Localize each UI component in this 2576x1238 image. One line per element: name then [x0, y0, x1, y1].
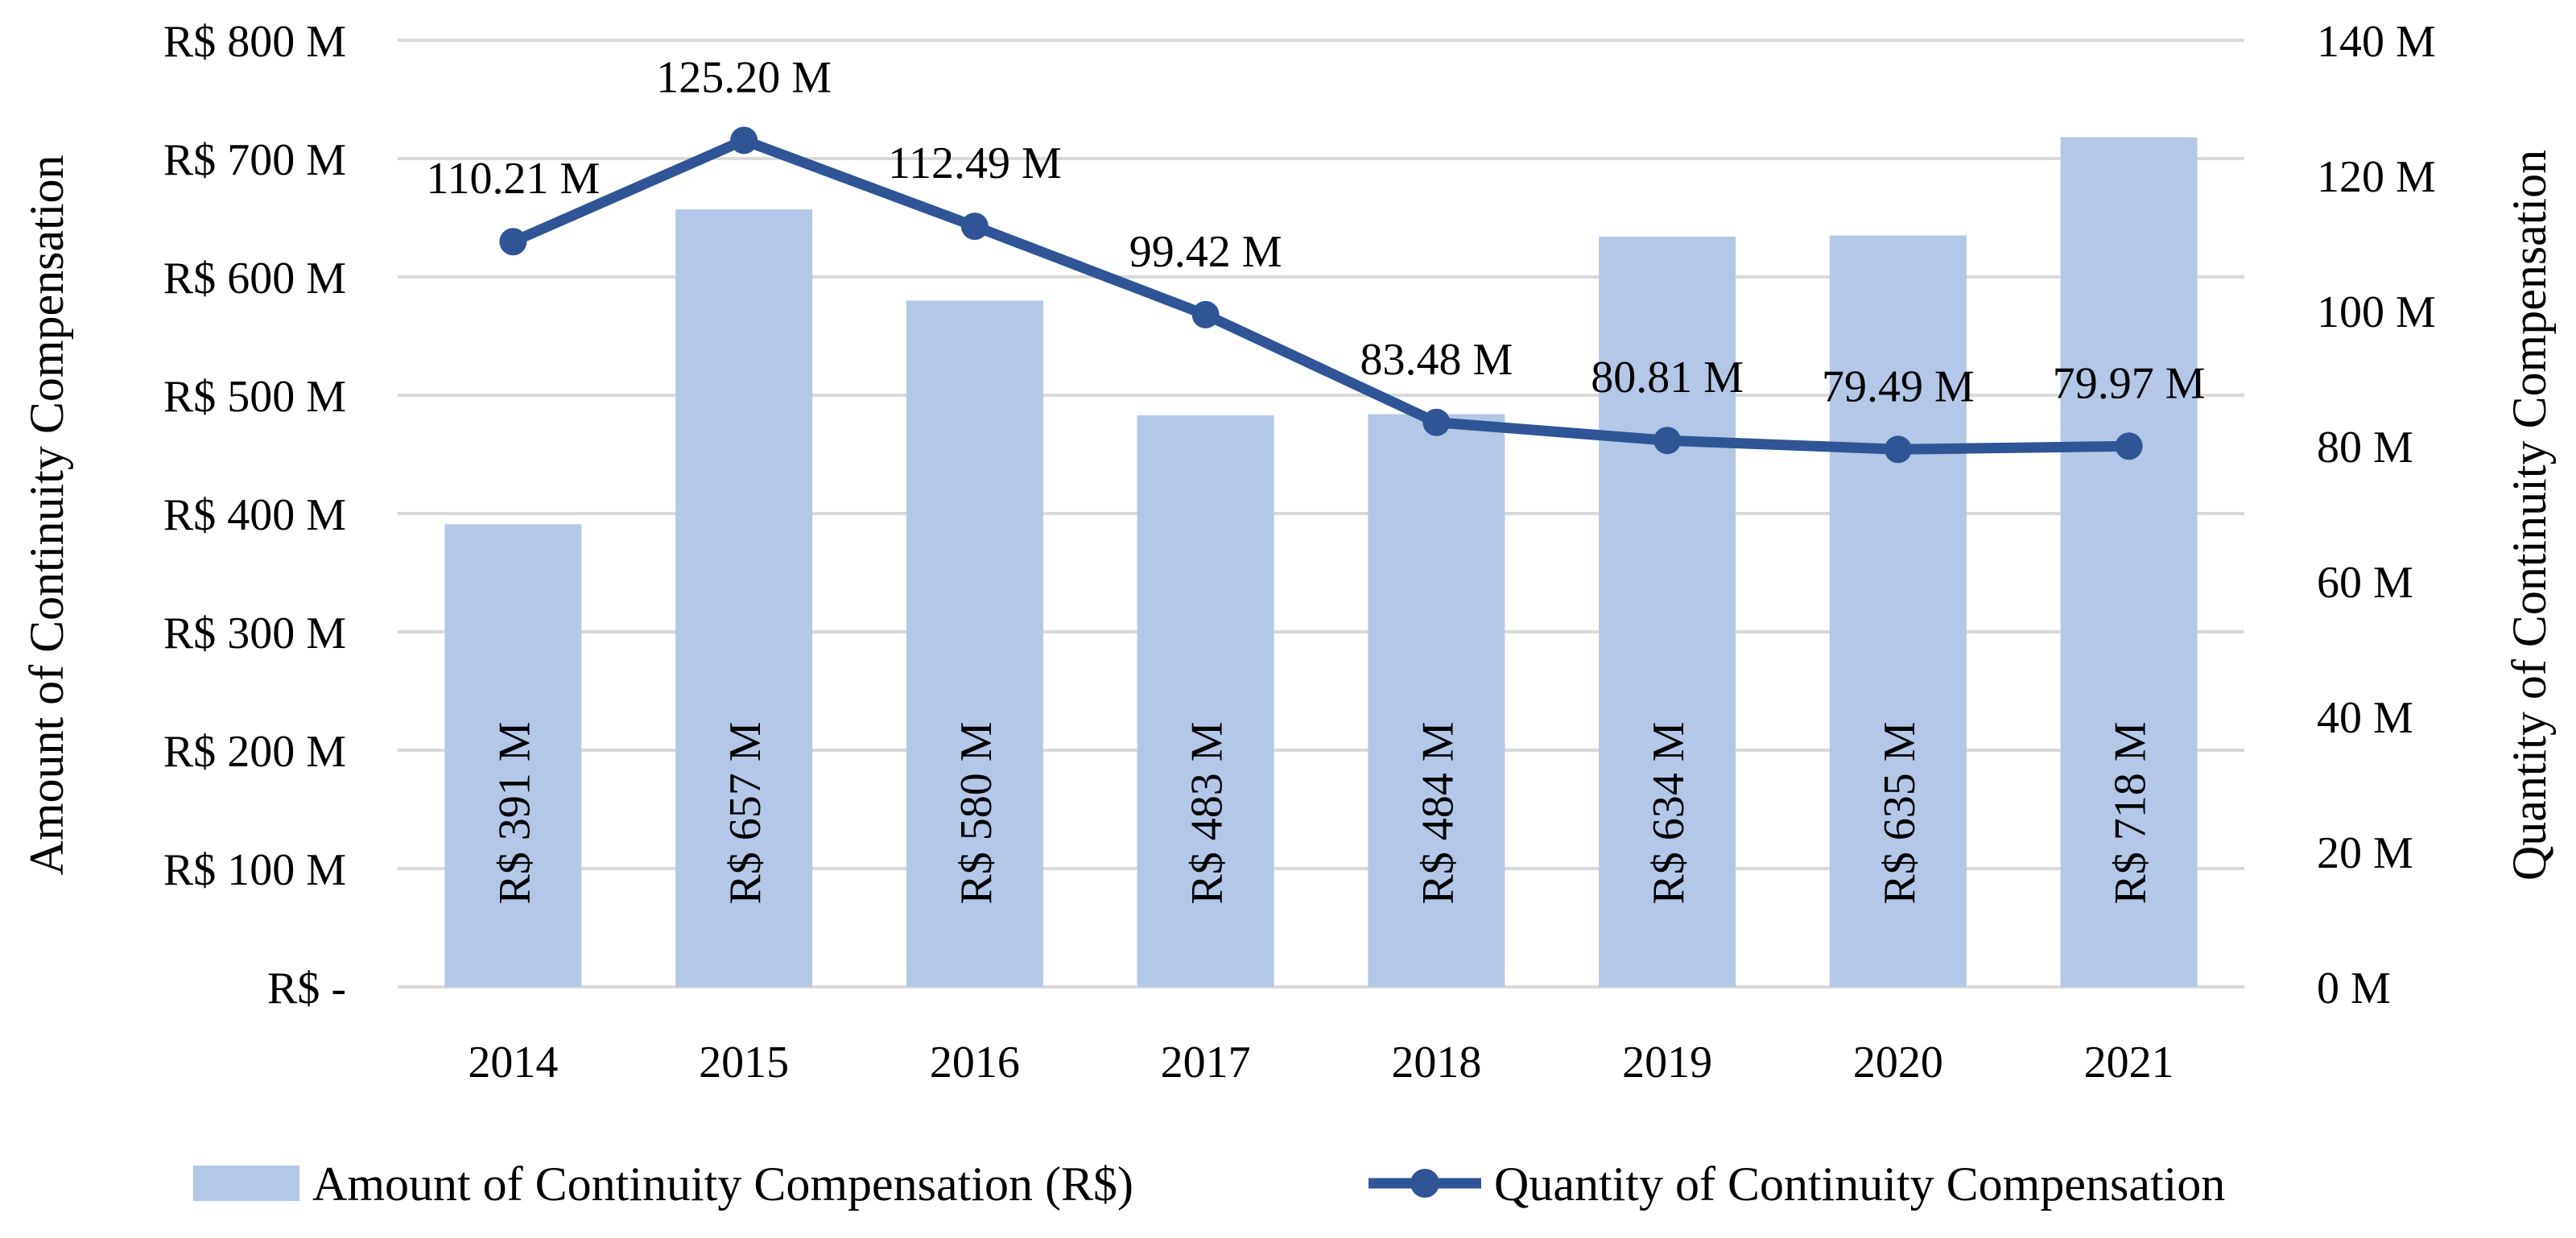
legend-line-label: Quantity of Continuity Compensation: [1494, 1158, 2225, 1211]
x-tick-label: 2017: [1161, 1038, 1251, 1087]
line-data-label: 125.20 M: [656, 52, 832, 102]
bar: [906, 300, 1043, 987]
bar-data-label: R$ 718 M: [2106, 721, 2156, 904]
bar: [1137, 415, 1274, 987]
right-y-axis: 0 M 20 M 40 M 60 M 80 M 100 M 120 M 140 M: [2317, 17, 2436, 1013]
right-tick-label: 80 M: [2317, 423, 2413, 473]
bar-data-label: R$ 483 M: [1183, 721, 1232, 904]
line-data-labels: 110.21 M 125.20 M 112.49 M 99.42 M 83.48 M 80…: [427, 52, 2206, 411]
x-tick-label: 2020: [1853, 1038, 1943, 1087]
x-axis: 2014 2015 2016 2017 2018 2019 2020 2021: [468, 1038, 2174, 1087]
right-tick-label: 0 M: [2317, 964, 2391, 1013]
bar-data-label: R$ 484 M: [1413, 721, 1463, 904]
line-data-label: 112.49 M: [888, 138, 1062, 188]
x-tick-label: 2021: [2084, 1038, 2174, 1087]
left-tick-label: R$ 600 M: [163, 254, 346, 303]
left-y-axis: R$ - R$ 100 M R$ 200 M R$ 300 M R$ 400 M R$ 5…: [163, 17, 346, 1013]
line-point: [2115, 432, 2143, 460]
x-tick-label: 2016: [930, 1038, 1020, 1087]
bar: [444, 524, 582, 987]
bar-data-label: R$ 580 M: [952, 721, 1001, 904]
line-point: [960, 213, 989, 241]
left-tick-label: R$ 800 M: [163, 17, 346, 67]
line-data-label: 99.42 M: [1129, 227, 1282, 277]
right-tick-label: 100 M: [2317, 287, 2436, 337]
bar-data-label: R$ 634 M: [1644, 721, 1694, 904]
left-tick-label: R$ 400 M: [163, 490, 346, 540]
gridlines: [398, 39, 2244, 988]
line-point: [1653, 427, 1682, 455]
bar-series: [444, 137, 2198, 988]
bar: [1829, 235, 1967, 987]
right-tick-label: 40 M: [2317, 693, 2413, 743]
x-tick-label: 2019: [1622, 1038, 1712, 1087]
bar-data-labels: R$ 391 M R$ 657 M R$ 580 M R$ 483 M R$ 484 M…: [489, 721, 2155, 904]
left-tick-label: R$ 700 M: [163, 135, 346, 185]
bar-data-label: R$ 657 M: [720, 721, 770, 904]
left-tick-label: R$ 500 M: [163, 372, 346, 422]
bar: [1599, 237, 1736, 987]
left-tick-label: R$ -: [267, 964, 346, 1013]
left-tick-label: R$ 100 M: [163, 845, 346, 895]
line-series: [499, 126, 2143, 464]
line-data-label: 83.48 M: [1360, 335, 1513, 385]
left-tick-label: R$ 200 M: [163, 727, 346, 777]
bar: [2060, 137, 2198, 987]
line-data-label: 79.97 M: [2053, 358, 2206, 408]
line-point: [499, 228, 527, 256]
line-data-label: 110.21 M: [427, 154, 601, 204]
legend-line-marker: [1410, 1169, 1439, 1198]
line-data-label: 80.81 M: [1591, 353, 1744, 402]
line-point: [730, 126, 758, 155]
x-tick-label: 2018: [1391, 1038, 1481, 1087]
right-tick-label: 140 M: [2317, 17, 2436, 67]
right-tick-label: 20 M: [2317, 828, 2413, 878]
left-axis-title: Amount of Continuity Compensation: [20, 155, 73, 876]
right-axis-title: Quantity of Continuity Compensation: [2503, 150, 2556, 881]
x-tick-label: 2015: [699, 1038, 789, 1087]
legend-bar-label: Amount of Continuity Compensation (R$): [312, 1158, 1133, 1211]
legend-bar-swatch: [193, 1166, 299, 1201]
left-tick-label: R$ 300 M: [163, 609, 346, 658]
line-path: [507, 134, 2135, 455]
bar: [675, 209, 813, 988]
right-tick-label: 60 M: [2317, 558, 2413, 608]
line-data-label: 79.49 M: [1822, 361, 1975, 411]
bar-data-label: R$ 391 M: [489, 721, 539, 904]
line-point: [1422, 408, 1451, 436]
bar-data-label: R$ 635 M: [1875, 721, 1925, 904]
x-tick-label: 2014: [468, 1038, 558, 1087]
right-tick-label: 120 M: [2317, 152, 2436, 202]
bar: [1368, 414, 1505, 987]
line-point: [1884, 435, 1912, 464]
line-point: [1191, 300, 1220, 328]
legend: Amount of Continuity Compensation (R$) Q…: [193, 1158, 2225, 1211]
